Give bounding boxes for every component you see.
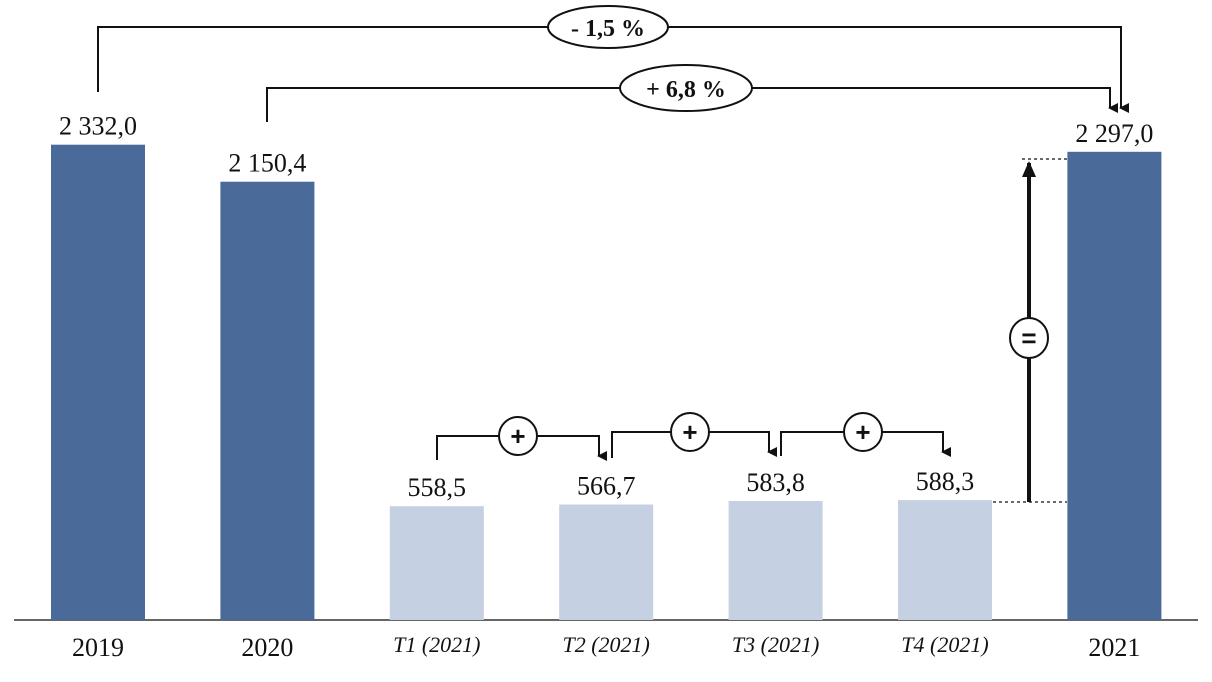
comparison-label: + 6,8 % [646, 77, 726, 103]
quarter-sum-connector-3: + [780, 412, 951, 457]
bar-t2-2021 [559, 504, 654, 620]
bar-2021 [1067, 151, 1162, 621]
quarter-sum-connector-2: + [611, 412, 777, 458]
category-label: T1 (2021) [393, 632, 480, 657]
value-label-group: 2 332,0 2 150,4 558,5 566,7 583,8 588,3 2 297,… [59, 112, 1153, 503]
bar-2020 [220, 181, 315, 620]
category-label: 2020 [241, 633, 293, 662]
bar-value-label: 2 332,0 [59, 112, 137, 141]
bar-value-label: 566,7 [577, 472, 636, 501]
comparison-bracket-2020-2021: + 6,8 % [266, 64, 1118, 122]
bar-t4-2021 [898, 500, 992, 620]
category-label: T2 (2021) [563, 632, 650, 657]
equals-symbol: = [1021, 323, 1036, 353]
comparison-label: - 1,5 % [571, 16, 645, 42]
category-label: 2019 [72, 633, 124, 662]
bar-value-label: 2 297,0 [1075, 119, 1153, 148]
plus-symbol: + [682, 417, 697, 447]
total-equals-arrow: = [993, 158, 1067, 503]
bar-group [51, 144, 1162, 621]
plus-symbol: + [855, 417, 870, 447]
plus-symbol: + [510, 421, 525, 451]
category-label: T3 (2021) [732, 632, 819, 657]
category-label: T4 (2021) [901, 632, 988, 657]
quarter-sum-connector-1: + [436, 416, 607, 461]
comparison-bracket-2019-2021: - 1,5 % [97, 5, 1129, 113]
bar-value-label: 588,3 [916, 467, 975, 496]
bar-t1-2021 [389, 506, 484, 620]
bar-value-label: 583,8 [746, 468, 805, 497]
bar-2019 [51, 144, 145, 620]
category-label-group: 2019 2020 T1 (2021) T2 (2021) T3 (2021) T4 (2… [72, 632, 1140, 662]
bar-t3-2021 [728, 501, 823, 620]
bar-value-label: 558,5 [408, 473, 467, 502]
bar-value-label: 2 150,4 [228, 149, 306, 178]
category-label: 2021 [1088, 633, 1140, 662]
